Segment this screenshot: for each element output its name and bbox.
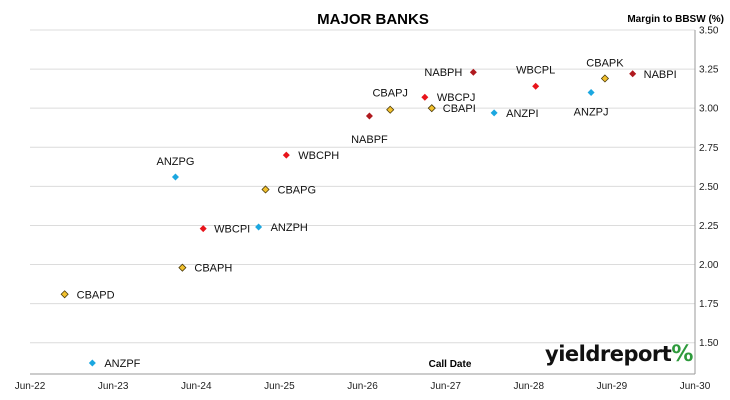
point-label-wbcpj: WBCPJ xyxy=(437,92,476,104)
y-tick-labels: 1.50 1.75 2.00 2.25 2.50 2.75 3.00 3.25 3.50 xyxy=(699,26,719,350)
x-tick-label: Jun-28 xyxy=(513,381,544,392)
point-anzpj xyxy=(587,89,595,97)
x-tick-label: Jun-25 xyxy=(264,381,295,392)
point-wbcpl xyxy=(532,82,540,90)
y-tick-label: 2.50 xyxy=(699,182,719,193)
point-wbcph xyxy=(282,151,290,159)
data-points: CBAPD ANZPF ANZPG CBAPH WBCPI ANZPH CBAPG WBCPH… xyxy=(60,57,677,370)
y-tick-label: 3.50 xyxy=(699,26,719,37)
yieldreport-logo: yieldreport% xyxy=(545,342,693,367)
point-label-cbapk: CBAPK xyxy=(586,57,624,69)
point-label-wbcph: WBCPH xyxy=(298,150,339,162)
point-label-anzpj: ANZPJ xyxy=(574,107,609,119)
x-tick-label: Jun-23 xyxy=(98,381,129,392)
point-nabpf xyxy=(365,112,373,120)
point-anzph xyxy=(255,223,263,231)
point-label-nabph: NABPH xyxy=(424,67,462,79)
y-tick-label: 1.50 xyxy=(699,338,719,349)
point-label-anzpg: ANZPG xyxy=(157,156,195,168)
point-label-cbapd: CBAPD xyxy=(77,289,115,301)
point-cbaph xyxy=(178,263,187,272)
point-anzpf xyxy=(88,359,96,367)
grid-lines xyxy=(30,29,695,344)
point-label-wbcpl: WBCPL xyxy=(516,64,555,76)
x-tick-label: Jun-24 xyxy=(181,381,212,392)
point-nabpi xyxy=(629,70,637,78)
point-label-cbapj: CBAPJ xyxy=(372,88,407,100)
point-wbcpj xyxy=(421,93,429,101)
point-cbapj xyxy=(386,105,395,114)
y-axis-title: Margin to BBSW (%) xyxy=(627,14,724,25)
point-label-anzpi: ANZPI xyxy=(506,108,538,120)
x-axis-title: Call Date xyxy=(429,359,472,370)
point-label-cbapi: CBAPI xyxy=(443,103,476,115)
point-label-anzph: ANZPH xyxy=(271,222,308,234)
point-cbapk xyxy=(600,74,610,83)
x-tick-label: Jun-22 xyxy=(15,381,46,392)
point-cbapd xyxy=(60,290,69,299)
point-wbcpi xyxy=(199,225,207,233)
point-cbapi xyxy=(427,104,436,113)
point-cbapg xyxy=(261,185,270,194)
x-tick-labels: Jun-22 Jun-23 Jun-24 Jun-25 Jun-26 Jun-27 Jun-… xyxy=(15,381,711,392)
point-label-cbapg: CBAPG xyxy=(278,184,317,196)
point-nabph xyxy=(469,68,477,76)
x-tick-label: Jun-27 xyxy=(430,381,461,392)
point-label-cbaph: CBAPH xyxy=(194,263,232,275)
chart-title: MAJOR BANKS xyxy=(317,11,429,28)
point-label-wbcpi: WBCPI xyxy=(214,224,250,236)
point-anzpi xyxy=(490,109,498,117)
point-label-nabpf: NABPF xyxy=(351,134,388,146)
y-tick-label: 3.00 xyxy=(699,104,719,115)
y-tick-label: 2.00 xyxy=(699,260,719,271)
y-tick-label: 2.25 xyxy=(699,221,719,232)
point-label-nabpi: NABPI xyxy=(644,69,677,81)
point-label-anzpf: ANZPF xyxy=(104,358,140,370)
y-tick-label: 3.25 xyxy=(699,65,719,76)
y-tick-label: 2.75 xyxy=(699,143,719,154)
point-anzpg xyxy=(171,173,179,181)
x-tick-label: Jun-29 xyxy=(597,381,628,392)
x-tick-label: Jun-30 xyxy=(680,381,711,392)
x-tick-label: Jun-26 xyxy=(347,381,378,392)
y-tick-label: 1.75 xyxy=(699,299,719,310)
